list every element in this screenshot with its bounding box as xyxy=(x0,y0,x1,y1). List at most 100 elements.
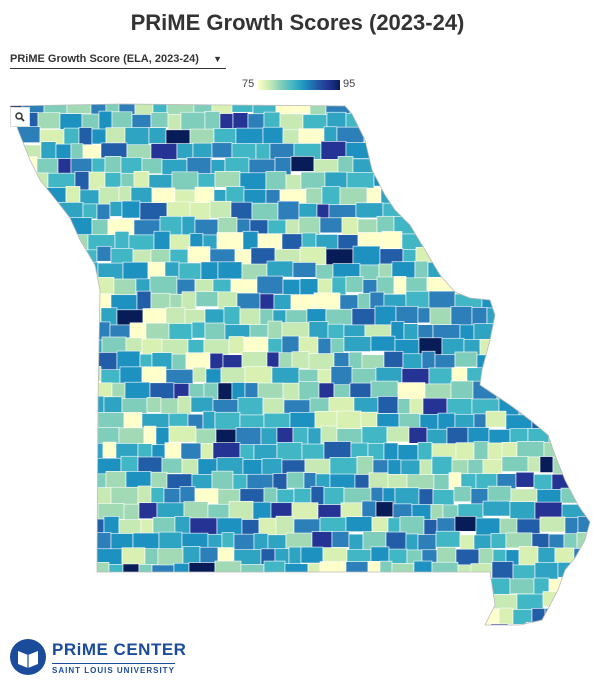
district[interactable] xyxy=(0,532,21,549)
district[interactable] xyxy=(221,591,245,610)
district[interactable] xyxy=(464,202,484,227)
district[interactable] xyxy=(535,308,557,330)
district[interactable] xyxy=(376,276,395,295)
district[interactable] xyxy=(0,144,20,170)
district[interactable] xyxy=(396,155,414,174)
district[interactable] xyxy=(123,623,141,640)
district[interactable] xyxy=(543,623,572,640)
district[interactable] xyxy=(263,412,291,429)
district[interactable] xyxy=(293,487,312,504)
district[interactable] xyxy=(417,307,431,324)
district[interactable] xyxy=(501,277,517,299)
district[interactable] xyxy=(214,560,242,585)
district[interactable] xyxy=(121,200,141,219)
district[interactable] xyxy=(408,100,436,122)
district[interactable] xyxy=(211,623,225,640)
district[interactable] xyxy=(49,502,67,526)
district[interactable] xyxy=(0,157,18,178)
district[interactable] xyxy=(363,127,392,149)
district[interactable] xyxy=(418,488,434,506)
district[interactable] xyxy=(0,249,13,272)
district[interactable] xyxy=(490,623,509,640)
district[interactable] xyxy=(542,591,571,607)
district[interactable] xyxy=(30,261,56,283)
district[interactable] xyxy=(105,578,123,597)
district[interactable] xyxy=(100,621,125,640)
district[interactable] xyxy=(37,518,52,540)
district[interactable] xyxy=(408,427,428,444)
district[interactable] xyxy=(412,608,434,630)
district[interactable] xyxy=(91,128,107,145)
district[interactable] xyxy=(110,608,134,630)
district[interactable] xyxy=(361,500,377,520)
district[interactable] xyxy=(19,336,44,358)
district[interactable] xyxy=(42,577,57,596)
district[interactable] xyxy=(547,142,573,167)
district[interactable] xyxy=(367,561,381,581)
district[interactable] xyxy=(275,624,299,640)
district[interactable] xyxy=(453,126,474,142)
district[interactable] xyxy=(410,577,435,598)
district[interactable] xyxy=(67,338,89,360)
district[interactable] xyxy=(578,100,595,123)
district[interactable] xyxy=(122,590,139,608)
district[interactable] xyxy=(61,412,80,431)
district[interactable] xyxy=(563,427,589,450)
district[interactable] xyxy=(397,382,426,400)
district[interactable] xyxy=(454,351,478,368)
district[interactable] xyxy=(161,457,183,474)
district[interactable] xyxy=(0,427,16,449)
district[interactable] xyxy=(26,429,55,454)
district[interactable] xyxy=(293,100,311,114)
district[interactable] xyxy=(527,114,555,138)
district[interactable] xyxy=(54,261,75,278)
district[interactable] xyxy=(388,171,414,191)
district[interactable] xyxy=(184,579,207,599)
district[interactable] xyxy=(515,471,535,488)
district[interactable] xyxy=(521,365,540,389)
district[interactable] xyxy=(68,291,95,317)
district[interactable] xyxy=(297,622,322,640)
district[interactable] xyxy=(447,623,475,640)
district[interactable] xyxy=(472,174,494,192)
district[interactable] xyxy=(337,156,354,175)
district[interactable] xyxy=(438,171,462,194)
district[interactable] xyxy=(300,171,326,190)
district[interactable] xyxy=(78,502,99,528)
district[interactable] xyxy=(188,562,216,580)
district[interactable] xyxy=(513,218,535,234)
district[interactable] xyxy=(73,455,98,476)
district[interactable] xyxy=(18,217,35,243)
district[interactable] xyxy=(558,442,578,466)
district[interactable] xyxy=(415,621,432,640)
district[interactable] xyxy=(472,126,496,152)
district[interactable] xyxy=(201,592,223,616)
district[interactable] xyxy=(516,232,543,257)
district[interactable] xyxy=(266,351,280,368)
district[interactable] xyxy=(573,548,595,565)
district[interactable] xyxy=(538,366,556,384)
district[interactable] xyxy=(0,354,22,376)
district[interactable] xyxy=(192,366,207,383)
district[interactable] xyxy=(581,365,595,383)
district[interactable] xyxy=(427,261,448,278)
district[interactable] xyxy=(259,606,283,623)
district[interactable] xyxy=(156,593,178,618)
district[interactable] xyxy=(64,606,93,624)
district[interactable] xyxy=(19,518,39,538)
district[interactable] xyxy=(0,234,15,254)
district[interactable] xyxy=(420,113,449,129)
district[interactable] xyxy=(286,471,305,489)
district[interactable] xyxy=(509,578,535,595)
district[interactable] xyxy=(461,111,486,137)
district[interactable] xyxy=(0,517,21,535)
district[interactable] xyxy=(375,157,398,178)
district[interactable] xyxy=(144,548,159,565)
district[interactable] xyxy=(538,172,560,195)
district[interactable] xyxy=(113,278,137,298)
district[interactable] xyxy=(13,232,41,249)
district[interactable] xyxy=(0,562,22,584)
district[interactable] xyxy=(150,292,171,310)
district[interactable] xyxy=(444,143,461,164)
district[interactable] xyxy=(580,380,595,403)
